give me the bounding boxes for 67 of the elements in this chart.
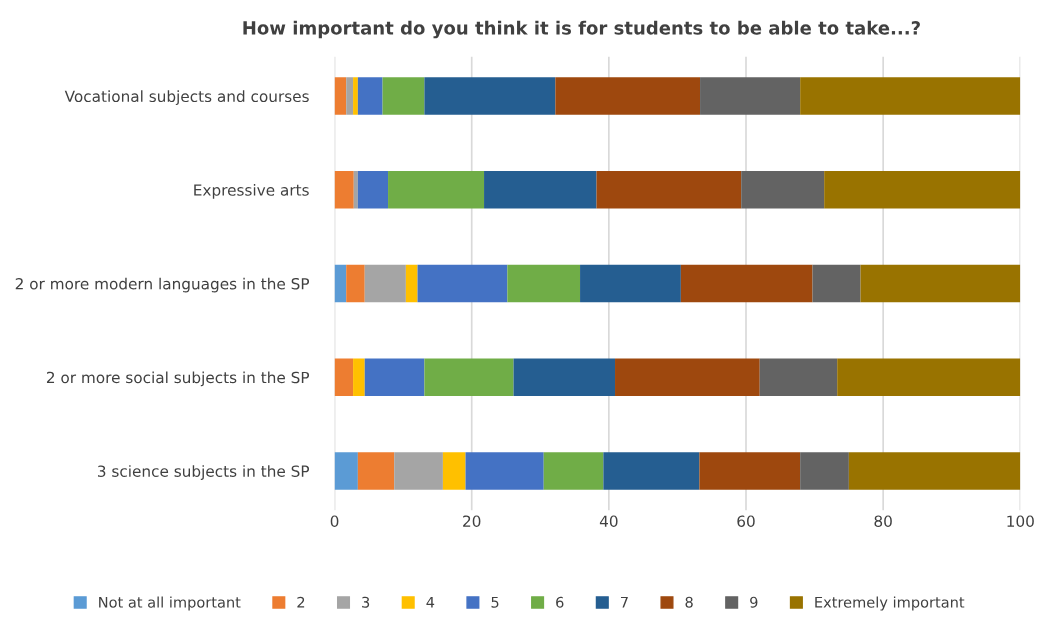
legend-label: 4	[426, 596, 435, 608]
x-tick-label: 20	[463, 515, 481, 527]
bar	[417, 264, 508, 303]
bar	[741, 171, 825, 209]
bar	[334, 452, 358, 490]
bar	[382, 77, 425, 115]
bar	[388, 171, 485, 209]
bar	[543, 452, 604, 490]
bar	[848, 452, 1021, 490]
legend-label: 6	[556, 596, 564, 608]
bar	[513, 358, 616, 396]
legend-label: Not at all important	[99, 596, 241, 611]
bar	[364, 358, 425, 396]
bar	[353, 358, 365, 396]
bar	[699, 452, 801, 490]
bar	[353, 171, 358, 209]
x-tick-label: 80	[874, 515, 892, 527]
bar	[334, 77, 347, 115]
legend-label: 2	[297, 596, 305, 608]
bar	[837, 358, 1021, 396]
bar	[860, 264, 1021, 303]
x-tick-label: 0	[330, 515, 339, 527]
bar	[800, 452, 849, 490]
bar	[800, 77, 1021, 115]
bar	[394, 452, 443, 490]
bar	[603, 452, 700, 490]
bar	[353, 77, 358, 115]
bar	[424, 77, 556, 115]
y-tick-label: Vocational subjects and courses	[64, 90, 309, 106]
x-tick-label: 40	[599, 515, 618, 527]
bar	[334, 264, 347, 303]
bar	[405, 264, 418, 303]
y-tick-label: 2 or more social subjects in the SP	[46, 371, 310, 387]
legend-label: 8	[685, 596, 693, 608]
bar	[424, 358, 514, 396]
bar	[700, 77, 801, 115]
bar	[442, 452, 466, 490]
bar	[812, 264, 861, 303]
bar	[759, 358, 838, 396]
bar	[484, 171, 597, 209]
bar	[357, 77, 383, 115]
chart-title: How important do you think it is for students to be able to take...?	[243, 20, 920, 39]
legend-label: 5	[491, 596, 499, 608]
y-tick-label: 3 science subjects in the SP	[97, 465, 310, 480]
bar	[334, 358, 354, 396]
y-tick-label: Expressive arts	[194, 183, 309, 199]
legend-label: Extremely important	[815, 596, 965, 611]
bar	[364, 264, 406, 303]
bar	[555, 77, 701, 115]
x-tick-label: 100	[1007, 515, 1034, 527]
bar	[615, 358, 760, 396]
bar	[334, 171, 354, 209]
legend-label: 3	[362, 596, 370, 608]
bar	[824, 171, 1021, 209]
bar	[465, 452, 544, 490]
bar	[580, 264, 681, 303]
bar	[680, 264, 813, 303]
bar	[357, 171, 389, 209]
x-tick-label: 60	[737, 515, 755, 527]
bar	[346, 77, 354, 115]
y-tick-label: 2 or more modern languages in the SP	[15, 277, 310, 293]
bar	[596, 171, 742, 209]
bar	[346, 264, 365, 303]
bar	[357, 452, 395, 490]
bar	[507, 264, 581, 303]
legend-label: 7	[620, 596, 628, 608]
legend-label: 9	[750, 596, 758, 608]
